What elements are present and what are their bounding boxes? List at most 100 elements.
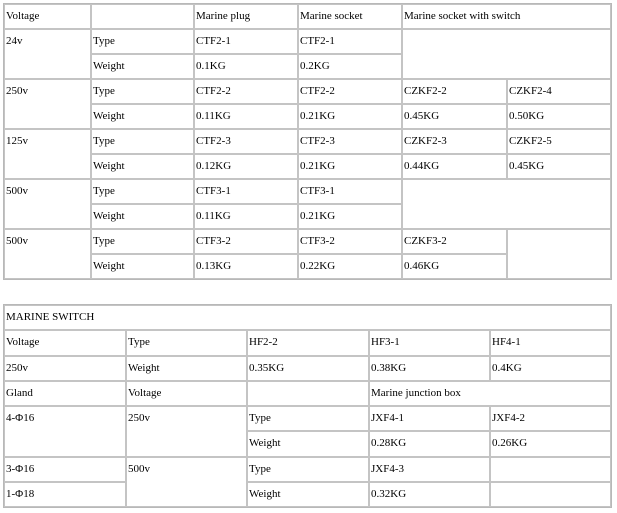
header-cell: Gland	[4, 380, 126, 406]
voltage-cell: 125v	[4, 129, 91, 179]
header-cell	[91, 4, 194, 29]
header-cell: Voltage	[4, 4, 91, 29]
cell: Type	[247, 456, 369, 482]
header-cell	[247, 380, 369, 406]
cell: CTF3-1	[298, 179, 402, 204]
cell: 0.35KG	[247, 355, 369, 381]
cell: Type	[91, 179, 194, 204]
cell: 0.44KG	[402, 154, 507, 179]
cell: Weight	[91, 204, 194, 229]
cell: 0.21KG	[298, 154, 402, 179]
table-row: Weight 0.11KG 0.21KG 0.45KG 0.50KG	[4, 104, 611, 129]
cell: 0.46KG	[402, 254, 507, 279]
cell: 0.45KG	[402, 104, 507, 129]
marine-plug-socket-table: Voltage Marine plug Marine socket Marine…	[3, 3, 612, 280]
table-row: 24v Type CTF2-1 CTF2-1	[4, 29, 611, 79]
cell: 250v	[4, 355, 126, 381]
cell: Type	[91, 79, 194, 104]
table-row: Weight 0.13KG 0.22KG 0.46KG	[4, 254, 611, 279]
cell: 0.11KG	[194, 204, 298, 229]
table-row: 500v Type CTF3-1 CTF3-1	[4, 179, 611, 229]
empty-cell	[402, 29, 611, 79]
cell: CTF2-2	[298, 79, 402, 104]
cell: Weight	[91, 54, 194, 79]
cell: 0.12KG	[194, 154, 298, 179]
cell: CTF2-2	[194, 79, 298, 104]
cell: CTF3-2	[194, 229, 298, 254]
voltage-cell: 500v	[4, 229, 91, 279]
empty-cell	[490, 456, 611, 482]
cell: CTF2-3	[298, 129, 402, 154]
title-row: MARINE SWITCH	[4, 305, 611, 331]
cell: JXF4-1	[369, 406, 490, 432]
cell: Weight	[91, 254, 194, 279]
cell: 0.21KG	[298, 204, 402, 229]
voltage-cell: 250v	[4, 79, 91, 129]
gland-cell: 3-Φ16	[4, 456, 126, 482]
cell: 0.50KG	[507, 104, 611, 129]
header-cell: Marine plug	[194, 4, 298, 29]
cell: Type	[247, 406, 369, 432]
header-cell: Marine socket with switch	[402, 4, 611, 29]
cell: HF3-1	[369, 330, 490, 356]
cell: 0.13KG	[194, 254, 298, 279]
cell: 0.2KG	[298, 54, 402, 79]
table-row: Weight 0.12KG 0.21KG 0.44KG 0.45KG	[4, 154, 611, 179]
cell: Weight	[126, 355, 247, 381]
cell: 0.32KG	[369, 481, 490, 507]
cell: 0.1KG	[194, 54, 298, 79]
header-cell: Marine socket	[298, 4, 402, 29]
cell: JXF4-2	[490, 406, 611, 432]
table-title: MARINE SWITCH	[4, 305, 611, 331]
table-row: Weight 0.11KG 0.21KG	[4, 204, 611, 229]
table-row: 3-Φ16 500v Type JXF4-3	[4, 456, 611, 507]
table-row: Weight 0.28KG 0.26KG	[4, 431, 611, 457]
cell: CTF3-1	[194, 179, 298, 204]
cell: Type	[126, 330, 247, 356]
cell: 0.4KG	[490, 355, 611, 381]
marine-switch-table: MARINE SWITCH Voltage Type HF2-2 HF3-1 H…	[3, 304, 612, 508]
cell: 0.22KG	[298, 254, 402, 279]
cell: Type	[91, 229, 194, 254]
header-cell: Marine junction box	[369, 380, 611, 406]
table-row: 1-Φ18 Weight 0.32KG	[4, 481, 611, 507]
cell: CZKF3-2	[402, 229, 507, 254]
cell: Weight	[91, 104, 194, 129]
cell: CTF2-3	[194, 129, 298, 154]
voltage-cell: 500v	[126, 456, 247, 507]
cell: Weight	[91, 154, 194, 179]
cell: CTF3-2	[298, 229, 402, 254]
cell: Type	[91, 29, 194, 54]
voltage-cell: 250v	[126, 406, 247, 457]
table-row: 250v Type CTF2-2 CTF2-2 CZKF2-2 CZKF2-4	[4, 79, 611, 129]
gland-cell: 4-Φ16	[4, 406, 126, 457]
cell: 0.45KG	[507, 154, 611, 179]
voltage-cell: 500v	[4, 179, 91, 229]
empty-cell	[507, 229, 611, 279]
cell: HF4-1	[490, 330, 611, 356]
cell: CZKF2-4	[507, 79, 611, 104]
cell: JXF4-3	[369, 456, 490, 482]
cell: CZKF2-5	[507, 129, 611, 154]
cell: 0.26KG	[490, 431, 611, 457]
junction-header-row: Gland Voltage Marine junction box	[4, 380, 611, 406]
cell: CTF2-1	[298, 29, 402, 54]
table-row: Weight 0.1KG 0.2KG	[4, 54, 611, 79]
cell: Weight	[247, 481, 369, 507]
cell: 0.28KG	[369, 431, 490, 457]
empty-cell	[490, 481, 611, 507]
cell: CZKF2-3	[402, 129, 507, 154]
gland-cell: 1-Φ18	[4, 481, 126, 507]
cell: 0.21KG	[298, 104, 402, 129]
table-row: Voltage Type HF2-2 HF3-1 HF4-1	[4, 330, 611, 356]
cell: Voltage	[4, 330, 126, 356]
cell: Type	[91, 129, 194, 154]
cell: CZKF2-2	[402, 79, 507, 104]
cell: CTF2-1	[194, 29, 298, 54]
empty-cell	[402, 179, 611, 229]
cell: HF2-2	[247, 330, 369, 356]
voltage-cell: 24v	[4, 29, 91, 79]
header-cell: Voltage	[126, 380, 247, 406]
table-row: 4-Φ16 250v Type JXF4-1 JXF4-2	[4, 406, 611, 457]
table-row: 250v Weight 0.35KG 0.38KG 0.4KG	[4, 355, 611, 381]
